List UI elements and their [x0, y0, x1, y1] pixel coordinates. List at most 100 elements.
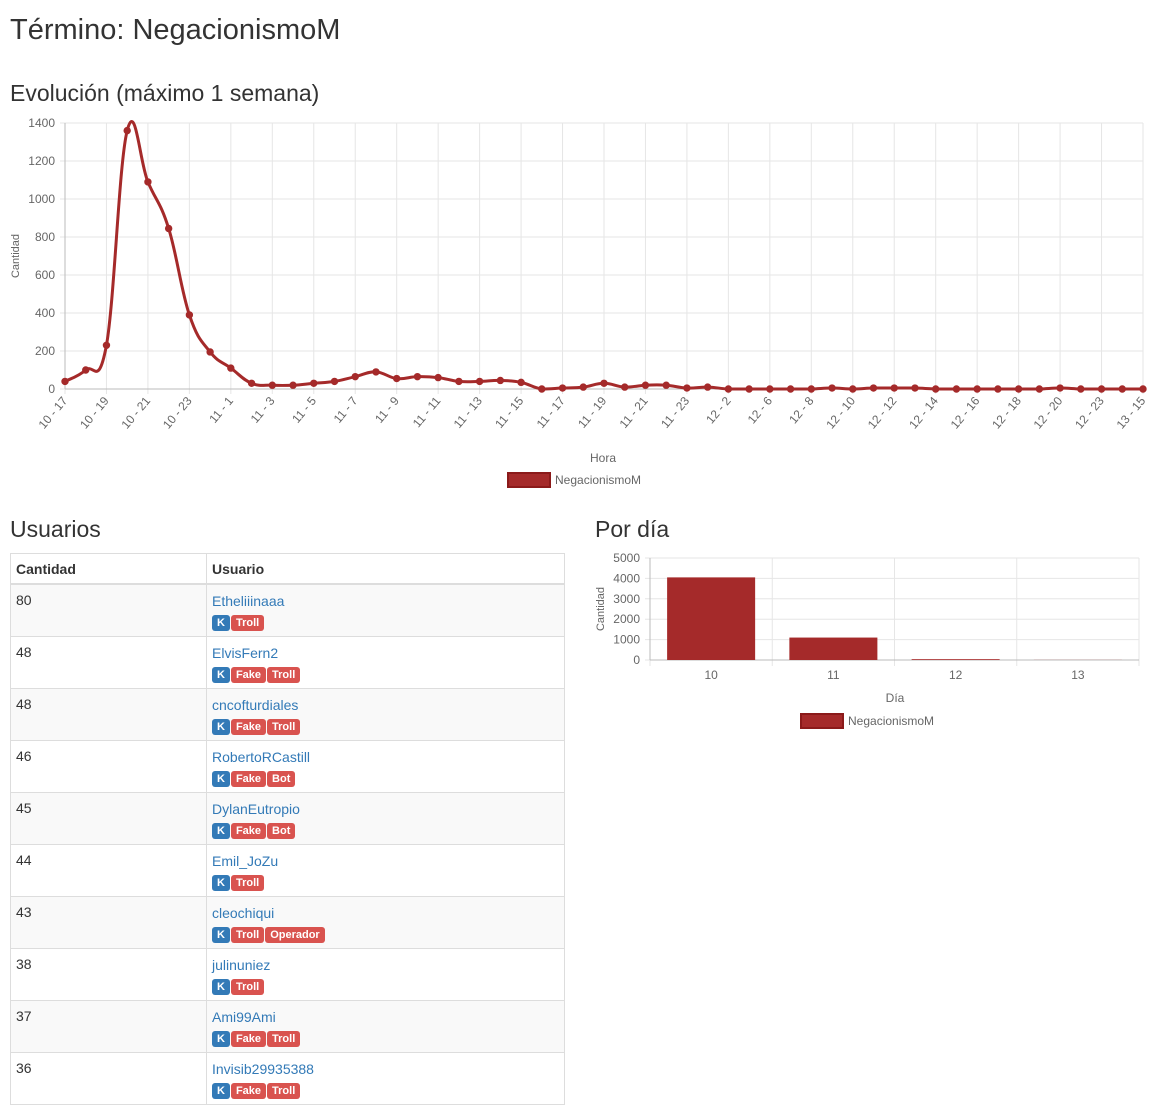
tag-badge: K	[212, 615, 230, 631]
table-row: 48 cncofturdiales K Fake Troll	[10, 688, 565, 741]
table-row: 43 cleochiqui K Troll Operador	[10, 896, 565, 949]
legend-swatch	[800, 713, 844, 729]
column-header-count: Cantidad	[10, 553, 207, 585]
table-row: 37 Ami99Ami K Fake Troll	[10, 1000, 565, 1053]
x-tick-label: 12 - 8	[786, 394, 817, 427]
x-axis-title: Día	[886, 691, 905, 705]
user-count: 36	[10, 1052, 207, 1105]
x-tick-label: 12 - 2	[703, 394, 734, 427]
data-point	[952, 385, 961, 393]
user-count: 80	[10, 583, 207, 637]
data-point	[911, 384, 919, 392]
data-point	[185, 311, 194, 319]
tag-badge: K	[212, 875, 230, 891]
data-point	[703, 383, 712, 391]
x-tick-label: 11 - 19	[575, 394, 609, 431]
user-count: 48	[10, 688, 207, 741]
data-point	[144, 178, 152, 186]
legend-label: NegacionismoM	[555, 473, 641, 487]
y-tick-label: 0	[48, 382, 55, 396]
y-tick-label: 4000	[613, 571, 640, 585]
data-point	[247, 379, 256, 387]
x-tick-label: 11 - 23	[658, 394, 692, 431]
user-cell: Etheliiinaaa K Troll	[206, 583, 565, 637]
data-point	[496, 376, 505, 385]
user-link[interactable]: RobertoRCastill	[212, 749, 311, 765]
tag-badge: Troll	[230, 927, 265, 943]
user-link[interactable]: Invisib29935388	[212, 1061, 314, 1077]
x-tick-label: 12 - 14	[906, 394, 941, 432]
x-tick-label: 11 - 5	[289, 394, 319, 426]
x-tick-label: 12 - 23	[1072, 394, 1107, 432]
data-point	[786, 385, 795, 393]
data-point	[227, 364, 235, 372]
user-link[interactable]: Emil_JoZu	[212, 853, 279, 869]
data-point	[849, 385, 857, 393]
x-tick-label: 10	[704, 668, 718, 682]
data-point	[434, 373, 442, 382]
tag-badge: Troll	[267, 1083, 301, 1099]
x-tick-label: 12 - 10	[823, 394, 858, 432]
user-cell: cncofturdiales K Fake Troll	[206, 688, 565, 741]
x-tick-label: 11 - 11	[410, 394, 444, 431]
data-point	[1035, 385, 1044, 393]
user-tags: K Troll	[212, 615, 559, 631]
user-link[interactable]: Etheliiinaaa	[212, 593, 285, 609]
data-point	[683, 384, 691, 392]
data-point	[621, 383, 629, 391]
per-day-heading: Por día	[595, 516, 670, 542]
y-tick-label: 400	[35, 306, 55, 320]
user-tags: K Fake Troll	[212, 1083, 559, 1099]
tag-badge: K	[212, 979, 230, 995]
table-row: 80 Etheliiinaaa K Troll	[10, 583, 565, 637]
tag-badge: Troll	[267, 667, 301, 683]
data-point	[994, 385, 1002, 393]
tag-badge: Fake	[230, 1083, 267, 1099]
user-cell: DylanEutropio K Fake Bot	[206, 792, 565, 845]
page-title: Término: NegacionismoM	[10, 14, 341, 46]
tag-badge: K	[212, 1083, 230, 1099]
user-link[interactable]: Ami99Ami	[212, 1009, 276, 1025]
tag-badge: Troll	[230, 979, 265, 995]
user-count: 48	[10, 636, 207, 689]
x-tick-label: 12 - 16	[948, 394, 983, 432]
user-cell: RobertoRCastill K Fake Bot	[206, 740, 565, 793]
data-point	[351, 372, 359, 381]
user-link[interactable]: cleochiqui	[212, 905, 275, 921]
user-cell: julinuniez K Troll	[206, 948, 565, 1001]
user-link[interactable]: cncofturdiales	[212, 697, 299, 713]
user-link[interactable]: DylanEutropio	[212, 801, 300, 817]
user-tags: K Fake Troll	[212, 719, 559, 735]
tag-badge: K	[212, 719, 230, 735]
data-point	[600, 379, 608, 387]
y-tick-label: 600	[35, 268, 55, 282]
x-tick-label: 10 - 19	[77, 394, 112, 432]
user-tags: K Fake Bot	[212, 771, 559, 787]
table-row: 45 DylanEutropio K Fake Bot	[10, 792, 565, 845]
tag-badge: K	[212, 823, 230, 839]
x-tick-label: 11 - 21	[617, 394, 651, 431]
data-point	[82, 366, 90, 374]
x-tick-label: 12 - 12	[865, 394, 900, 432]
x-tick-label: 10 - 17	[36, 394, 71, 432]
data-point	[662, 381, 670, 389]
user-link[interactable]: ElvisFern2	[212, 645, 279, 661]
data-point	[164, 224, 173, 233]
bar	[911, 659, 1000, 660]
data-point	[579, 383, 587, 391]
y-axis-title: Cantidad	[10, 234, 22, 278]
y-tick-label: 1200	[28, 154, 55, 168]
tag-badge: K	[212, 927, 230, 943]
data-point	[931, 385, 940, 393]
data-point	[102, 341, 111, 350]
user-link[interactable]: julinuniez	[212, 957, 271, 973]
y-tick-label: 1000	[613, 633, 640, 647]
user-tags: K Fake Troll	[212, 1031, 559, 1047]
x-tick-label: 13 - 15	[1114, 394, 1149, 432]
tag-badge: K	[212, 771, 230, 787]
user-cell: ElvisFern2 K Fake Troll	[206, 636, 565, 689]
x-tick-label: 11 - 15	[492, 394, 526, 431]
x-tick-label: 11 - 7	[331, 394, 361, 426]
x-tick-label: 12 - 18	[989, 394, 1024, 432]
